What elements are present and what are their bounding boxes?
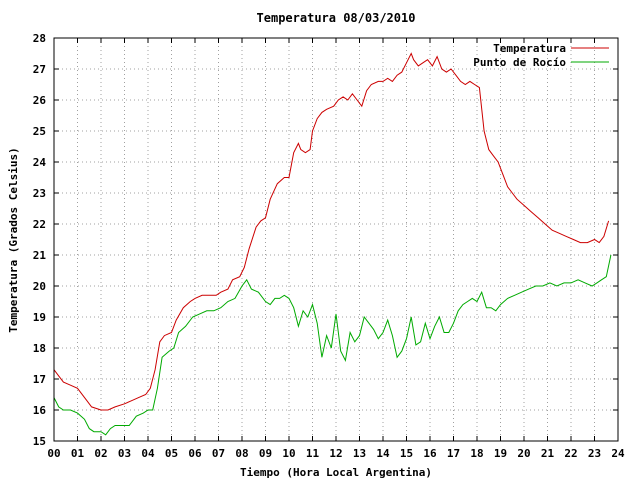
chart-title: Temperatura 08/03/2010: [257, 11, 416, 25]
x-tick-label: 22: [564, 447, 577, 460]
x-axis-label: Tiempo (Hora Local Argentina): [240, 466, 432, 479]
x-tick-label: 13: [353, 447, 366, 460]
legend: Temperatura Punto de Rocío: [473, 42, 609, 69]
x-tick-label: 04: [141, 447, 155, 460]
x-axis-ticks: 00 01 02 03 04 05 06 07 08 09 10 11 12 13 14 15 16 17 18 19…: [47, 38, 625, 460]
x-tick-label: 15: [400, 447, 413, 460]
y-tick-label: 15: [33, 435, 46, 448]
x-tick-label: 01: [71, 447, 85, 460]
y-axis-label: Temperatura (Grados Celsius): [7, 147, 20, 332]
x-tick-label: 20: [517, 447, 530, 460]
y-tick-label: 22: [33, 218, 46, 231]
y-tick-label: 19: [33, 311, 46, 324]
y-tick-label: 24: [33, 156, 47, 169]
y-tick-label: 21: [33, 249, 47, 262]
y-axis-ticks: 15 16 17 18 19 20 21 22 23 24 25 26 27 28: [33, 32, 618, 448]
series-line-punto-de-rocio: [53, 254, 612, 436]
y-tick-label: 25: [33, 125, 46, 138]
x-tick-label: 14: [376, 447, 390, 460]
grid: [54, 38, 618, 441]
x-tick-label: 00: [47, 447, 60, 460]
series-line-temperatura: [53, 52, 610, 411]
x-tick-label: 21: [541, 447, 555, 460]
x-tick-label: 19: [494, 447, 507, 460]
y-tick-label: 28: [33, 32, 46, 45]
legend-label-punto-de-rocio: Punto de Rocío: [473, 56, 566, 69]
y-tick-label: 26: [33, 94, 47, 107]
y-tick-label: 18: [33, 342, 46, 355]
y-tick-label: 27: [33, 63, 46, 76]
y-tick-label: 20: [33, 280, 46, 293]
x-tick-label: 07: [212, 447, 225, 460]
x-tick-label: 18: [470, 447, 483, 460]
y-tick-label: 23: [33, 187, 46, 200]
y-tick-label: 16: [33, 404, 47, 417]
series-lines: [53, 52, 612, 436]
y-tick-label: 17: [33, 373, 46, 386]
x-tick-label: 05: [165, 447, 178, 460]
legend-label-temperatura: Temperatura: [493, 42, 566, 55]
x-tick-label: 17: [447, 447, 460, 460]
x-tick-label: 08: [235, 447, 248, 460]
x-tick-label: 24: [611, 447, 625, 460]
x-tick-label: 10: [282, 447, 295, 460]
x-tick-label: 03: [118, 447, 131, 460]
x-tick-label: 06: [188, 447, 202, 460]
x-tick-label: 02: [94, 447, 107, 460]
x-tick-label: 23: [588, 447, 601, 460]
x-tick-label: 16: [423, 447, 437, 460]
x-tick-label: 11: [306, 447, 320, 460]
x-tick-label: 09: [259, 447, 272, 460]
x-tick-label: 12: [329, 447, 342, 460]
